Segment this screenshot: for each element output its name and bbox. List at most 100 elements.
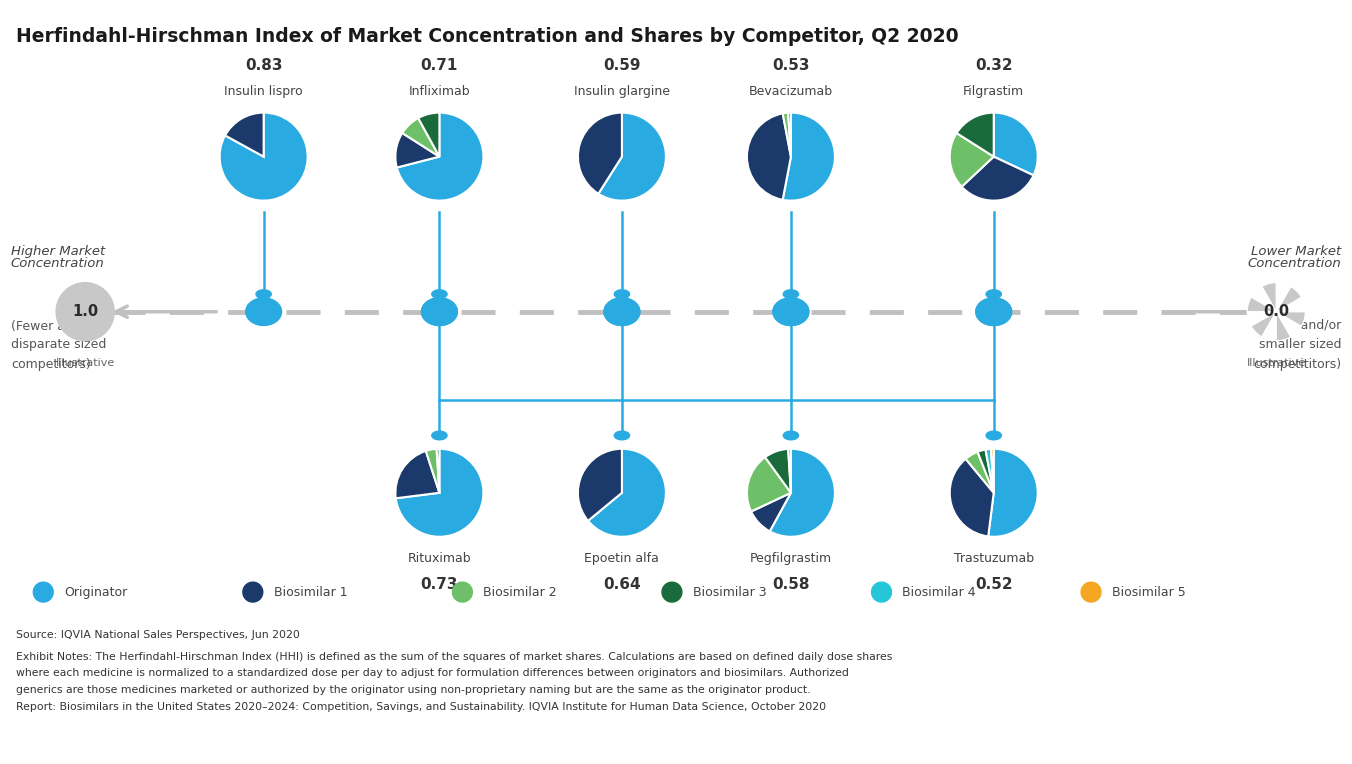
Text: Insulin glargine: Insulin glargine <box>573 85 671 98</box>
Text: 0.53: 0.53 <box>772 57 810 73</box>
Wedge shape <box>224 112 264 157</box>
Wedge shape <box>988 448 1038 537</box>
Text: 0.58: 0.58 <box>772 577 810 592</box>
Text: Exhibit Notes: The Herfindahl-Hirschman Index (HHI) is defined as the sum of the: Exhibit Notes: The Herfindahl-Hirschman … <box>16 652 892 662</box>
Text: Biosimilar 4: Biosimilar 4 <box>902 585 976 599</box>
Wedge shape <box>949 459 994 536</box>
Text: competititors): competititors) <box>1253 358 1341 371</box>
Wedge shape <box>403 118 439 157</box>
Text: Infliximab: Infliximab <box>408 85 470 98</box>
Polygon shape <box>243 582 262 602</box>
Polygon shape <box>1276 286 1302 312</box>
Wedge shape <box>746 457 791 512</box>
Text: 0.64: 0.64 <box>603 577 641 592</box>
Text: 0.71: 0.71 <box>420 57 458 73</box>
Polygon shape <box>773 298 808 325</box>
Wedge shape <box>577 448 622 521</box>
Wedge shape <box>949 133 994 186</box>
Polygon shape <box>246 298 281 325</box>
Polygon shape <box>976 298 1011 325</box>
Wedge shape <box>994 112 1038 176</box>
Wedge shape <box>783 112 836 201</box>
Wedge shape <box>788 448 791 493</box>
Text: Concentration: Concentration <box>11 257 104 270</box>
Circle shape <box>431 290 448 299</box>
Circle shape <box>431 431 448 440</box>
Wedge shape <box>395 451 439 498</box>
Polygon shape <box>1251 312 1276 337</box>
Wedge shape <box>418 112 439 157</box>
Wedge shape <box>991 448 994 493</box>
Text: 0.83: 0.83 <box>245 57 283 73</box>
Text: Biosimilar 1: Biosimilar 1 <box>273 585 347 599</box>
Wedge shape <box>746 113 791 200</box>
Text: smaller sized: smaller sized <box>1259 338 1341 351</box>
Wedge shape <box>788 112 791 157</box>
Polygon shape <box>1261 283 1276 312</box>
Text: Herfindahl-Hirschman Index of Market Concentration and Shares by Competitor, Q2 : Herfindahl-Hirschman Index of Market Con… <box>16 27 959 46</box>
Polygon shape <box>57 283 114 341</box>
Polygon shape <box>1251 286 1276 312</box>
Wedge shape <box>965 452 994 493</box>
Text: Report: Biosimilars in the United States 2020–2024: Competition, Savings, and Su: Report: Biosimilars in the United States… <box>16 702 826 712</box>
Wedge shape <box>752 493 791 531</box>
Polygon shape <box>1276 312 1302 337</box>
Polygon shape <box>1248 297 1276 312</box>
Text: Biosimilar 2: Biosimilar 2 <box>483 585 557 599</box>
Text: generics are those medicines marketed or authorized by the originator using non-: generics are those medicines marketed or… <box>16 685 811 695</box>
Polygon shape <box>453 582 472 602</box>
Text: Bevacizumab: Bevacizumab <box>749 85 833 98</box>
Text: Concentration: Concentration <box>1248 257 1341 270</box>
Wedge shape <box>219 112 308 201</box>
Circle shape <box>256 290 272 299</box>
Text: Trastuzumab: Trastuzumab <box>953 552 1034 565</box>
Text: Biosimilar 3: Biosimilar 3 <box>692 585 767 599</box>
Text: Lower Market: Lower Market <box>1251 245 1341 258</box>
Text: Illustrative: Illustrative <box>1247 358 1306 367</box>
Text: Insulin lispro: Insulin lispro <box>224 85 303 98</box>
Polygon shape <box>604 298 639 325</box>
Polygon shape <box>1248 312 1276 326</box>
Polygon shape <box>1276 297 1305 312</box>
Polygon shape <box>872 582 891 602</box>
Wedge shape <box>396 112 484 201</box>
Circle shape <box>614 290 630 299</box>
Polygon shape <box>422 298 457 325</box>
Wedge shape <box>599 112 667 201</box>
Circle shape <box>986 431 1002 440</box>
Circle shape <box>783 290 799 299</box>
Text: where each medicine is normalized to a standardized dose per day to adjust for f: where each medicine is normalized to a s… <box>16 668 849 678</box>
Wedge shape <box>426 449 439 493</box>
Polygon shape <box>1276 312 1305 326</box>
Text: 1.0: 1.0 <box>72 304 99 319</box>
Wedge shape <box>957 112 994 157</box>
Text: Biosimilar 5: Biosimilar 5 <box>1111 585 1186 599</box>
Wedge shape <box>769 448 836 537</box>
Text: (Many and/or: (Many and/or <box>1257 319 1341 332</box>
Wedge shape <box>437 448 439 493</box>
Wedge shape <box>765 449 791 493</box>
Circle shape <box>986 290 1002 299</box>
Polygon shape <box>34 582 53 602</box>
Wedge shape <box>577 112 622 194</box>
Text: 0.73: 0.73 <box>420 577 458 592</box>
Polygon shape <box>422 298 457 325</box>
Text: Pegfilgrastim: Pegfilgrastim <box>750 552 831 565</box>
Text: Illustrative: Illustrative <box>55 358 115 367</box>
Polygon shape <box>662 582 681 602</box>
Polygon shape <box>1276 283 1291 312</box>
Text: 0.0: 0.0 <box>1263 304 1290 319</box>
Polygon shape <box>773 298 808 325</box>
Polygon shape <box>1261 312 1276 341</box>
Circle shape <box>614 431 630 440</box>
Wedge shape <box>396 448 484 537</box>
Text: Originator: Originator <box>64 585 127 599</box>
Text: Filgrastim: Filgrastim <box>963 85 1025 98</box>
Text: (Fewer and/or: (Fewer and/or <box>11 319 97 332</box>
Polygon shape <box>604 298 639 325</box>
Text: Source: IQVIA National Sales Perspectives, Jun 2020: Source: IQVIA National Sales Perspective… <box>16 630 300 640</box>
Circle shape <box>783 431 799 440</box>
Wedge shape <box>588 448 667 537</box>
Text: disparate sized: disparate sized <box>11 338 107 351</box>
Wedge shape <box>977 449 994 493</box>
